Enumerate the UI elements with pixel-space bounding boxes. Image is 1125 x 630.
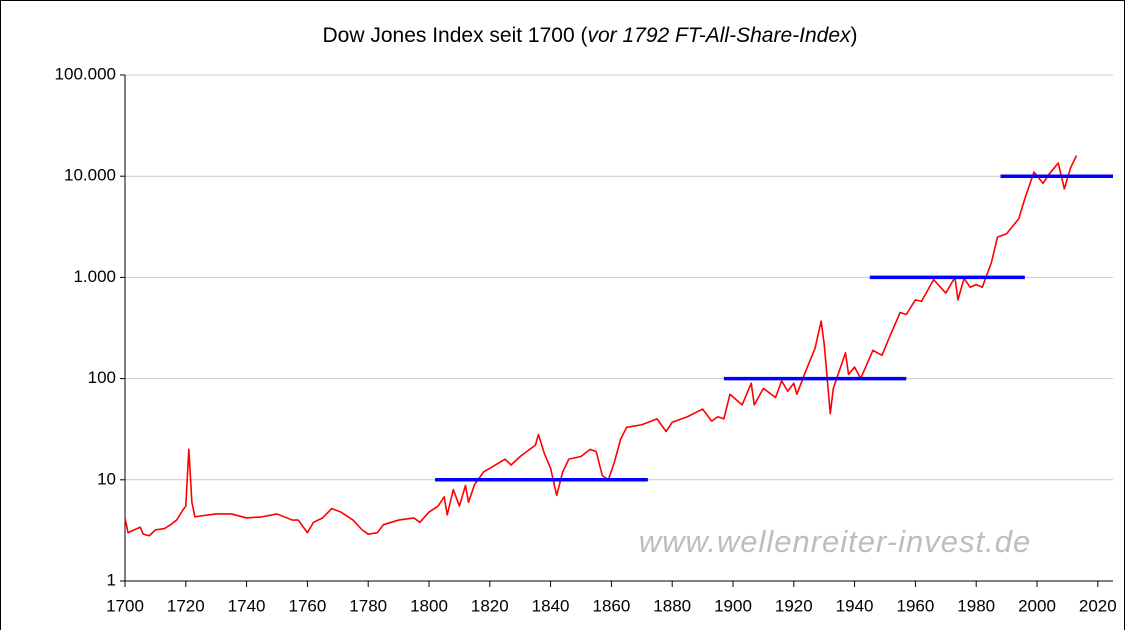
watermark: www.wellenreiter-invest.de xyxy=(639,524,1031,559)
y-tick-label: 100 xyxy=(88,368,116,387)
y-tick-label: 1.000 xyxy=(73,267,116,286)
data-line xyxy=(124,155,1078,537)
title-part: ) xyxy=(851,24,858,47)
x-tick-label: 2000 xyxy=(1018,596,1056,615)
x-tick-label: 1720 xyxy=(167,596,205,615)
x-tick-label: 1920 xyxy=(775,596,813,615)
x-tick-label: 2020 xyxy=(1079,596,1117,615)
y-tick-label: 1 xyxy=(107,570,116,589)
x-tick-label: 1700 xyxy=(106,596,144,615)
x-tick-label: 1940 xyxy=(836,596,874,615)
x-tick-label: 1840 xyxy=(532,596,570,615)
x-tick-label: 1780 xyxy=(349,596,387,615)
x-tick-label: 1880 xyxy=(653,596,691,615)
y-tick-label: 100.000 xyxy=(55,64,116,83)
x-tick-label: 1980 xyxy=(957,596,995,615)
y-tick-label: 10.000 xyxy=(64,166,116,185)
x-tick-label: 1860 xyxy=(592,596,630,615)
x-tick-label: 1800 xyxy=(410,596,448,615)
chart-title: Dow Jones Index seit 1700 (vor 1792 FT-A… xyxy=(323,24,858,47)
y-tick-label: 10 xyxy=(97,469,116,488)
x-tick-label: 1960 xyxy=(896,596,934,615)
x-tick-label: 1760 xyxy=(288,596,326,615)
title-part: vor 1792 FT-All-Share-Index xyxy=(587,24,852,47)
title-part: Dow Jones Index seit 1700 ( xyxy=(323,24,588,47)
x-tick-label: 1900 xyxy=(714,596,752,615)
x-tick-label: 1740 xyxy=(228,596,266,615)
x-tick-label: 1820 xyxy=(471,596,509,615)
